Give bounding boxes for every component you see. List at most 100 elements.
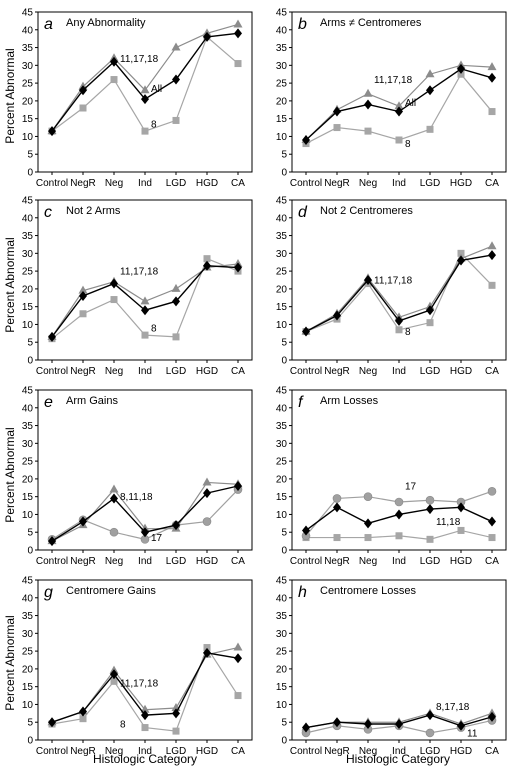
y-tick-label: 20 [22, 96, 34, 107]
data-point-diamond [110, 278, 118, 289]
series-annotation: 8 [405, 327, 411, 338]
data-point-diamond [79, 85, 87, 96]
x-tick-label: HGD [450, 178, 472, 189]
data-point-square [395, 326, 403, 334]
series-annotation: 11,17,18 [120, 267, 159, 278]
data-point-diamond [488, 250, 496, 261]
data-point-diamond [203, 260, 211, 271]
data-point-diamond [48, 126, 56, 137]
x-tick-label: LGD [420, 746, 441, 757]
chart-panel-e: 0 5 10 15 20 25 30 35 40 45 Control NegR Neg Ind LGD HG… [22, 386, 253, 567]
data-point-triangle [140, 85, 150, 94]
panel-letter: e [44, 394, 53, 411]
data-point-diamond [203, 31, 211, 42]
y-axis-label-left-3: Percent Abnormal [3, 427, 17, 522]
data-point-triangle [233, 642, 243, 651]
panel-title: Arms ≠ Centromeres [320, 17, 422, 29]
data-point-square [79, 310, 87, 318]
data-point-diamond [488, 516, 496, 527]
panel-title: Not 2 Arms [66, 205, 121, 217]
y-tick-label: 30 [276, 249, 288, 260]
x-tick-label: Control [36, 178, 68, 189]
series-annotation: 11,18 [436, 517, 461, 528]
x-tick-label: NegR [70, 178, 96, 189]
panel-title: Centromere Gains [66, 585, 156, 597]
y-tick-label: 25 [276, 267, 288, 278]
data-point-triangle [487, 241, 497, 250]
x-axis-label-left: Histologic Category [93, 752, 197, 766]
panel-letter: a [44, 16, 53, 33]
x-tick-label: Control [36, 556, 68, 567]
data-point-diamond [457, 720, 465, 731]
y-tick-label: 35 [276, 231, 288, 242]
data-point-square [234, 60, 242, 68]
x-tick-label: NegR [324, 178, 350, 189]
x-tick-label: CA [231, 366, 245, 377]
data-point-diamond [110, 493, 118, 504]
plot-frame [291, 579, 507, 741]
x-tick-label: HGD [196, 178, 218, 189]
x-tick-label: Ind [138, 366, 152, 377]
y-tick-label: 40 [22, 25, 34, 36]
data-point-circle [202, 517, 212, 526]
x-tick-label: Neg [359, 746, 377, 757]
chart-panel-a: 0 5 10 15 20 25 30 35 40 45 Control NegR Neg Ind LGD HG… [22, 8, 253, 189]
x-tick-label: Ind [138, 746, 152, 757]
data-point-diamond [395, 509, 403, 520]
data-point-square [141, 127, 149, 135]
x-tick-label: LGD [166, 366, 187, 377]
data-point-diamond [203, 647, 211, 658]
y-tick-label: 40 [22, 593, 34, 604]
data-point-diamond [302, 135, 310, 145]
y-tick-label: 5 [27, 718, 33, 729]
data-point-triangle [363, 88, 373, 97]
y-tick-label: 40 [22, 403, 34, 414]
data-point-square [172, 116, 180, 124]
series-line [51, 32, 239, 132]
chart-panel-f: 0 5 10 15 20 25 30 35 40 45 Control NegR Neg Ind LGD HG… [276, 386, 507, 567]
y-tick-label: 15 [22, 302, 34, 313]
y-tick-label: 0 [27, 356, 33, 367]
data-point-square [364, 534, 372, 542]
data-point-square [203, 255, 211, 263]
y-tick-label: 35 [276, 421, 288, 432]
data-point-triangle [171, 283, 181, 292]
data-point-square [364, 127, 372, 135]
y-tick-label: 35 [22, 43, 34, 54]
data-point-diamond [426, 85, 434, 96]
y-tick-label: 0 [27, 168, 33, 179]
x-tick-label: HGD [450, 366, 472, 377]
y-tick-label: 25 [276, 647, 288, 658]
data-point-diamond [172, 74, 180, 85]
x-tick-label: Neg [105, 366, 123, 377]
y-tick-label: 30 [22, 629, 34, 640]
x-tick-label: Control [290, 366, 322, 377]
data-point-diamond [457, 63, 465, 74]
panel-title: Not 2 Centromeres [320, 205, 413, 217]
data-point-diamond [48, 717, 56, 728]
series-annotation: 17 [405, 482, 417, 493]
y-tick-label: 45 [276, 8, 288, 19]
data-point-diamond [172, 520, 180, 531]
x-tick-label: Neg [105, 746, 123, 757]
x-tick-label: NegR [324, 556, 350, 567]
y-tick-label: 0 [27, 546, 33, 557]
data-point-triangle [202, 477, 212, 486]
y-tick-label: 30 [22, 61, 34, 72]
data-point-diamond [426, 710, 434, 721]
data-point-diamond [333, 502, 341, 513]
series-annotation: 8 [151, 324, 157, 335]
y-tick-label: 35 [22, 231, 34, 242]
data-point-diamond [426, 504, 434, 515]
data-point-square [488, 108, 496, 116]
data-point-triangle [394, 101, 404, 110]
y-tick-label: 30 [276, 629, 288, 640]
x-tick-label: Neg [105, 556, 123, 567]
data-point-circle [394, 497, 404, 507]
series-line [51, 35, 239, 132]
data-point-triangle [140, 296, 150, 305]
x-tick-label: NegR [70, 556, 96, 567]
data-point-square [395, 136, 403, 144]
x-tick-label: Neg [359, 178, 377, 189]
